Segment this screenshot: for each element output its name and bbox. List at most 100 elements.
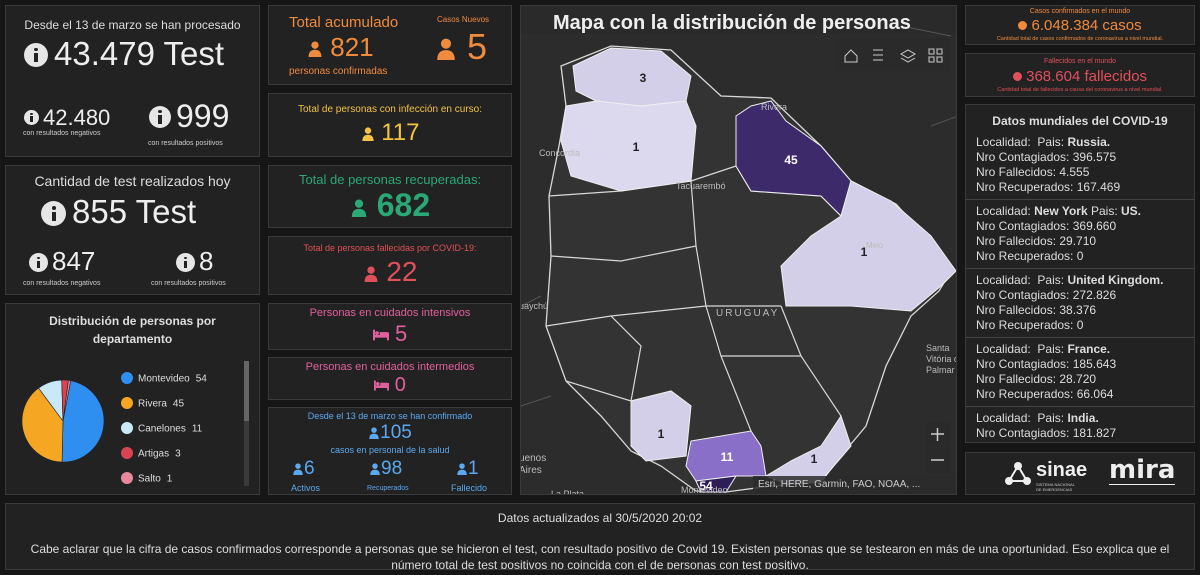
person-icon	[437, 39, 455, 61]
value: 272.826	[1072, 288, 1117, 302]
health-staff-value: 105	[269, 422, 511, 444]
person-icon	[457, 463, 467, 475]
place-name: La Plata	[551, 489, 584, 495]
map-title-bar	[521, 6, 956, 34]
info-icon	[24, 110, 39, 125]
person-icon	[351, 199, 367, 217]
label: Localidad:	[976, 135, 1031, 149]
positive-tests: 8	[199, 246, 214, 276]
person-icon	[308, 41, 322, 58]
legend-swatch	[121, 372, 133, 384]
staff-deceased: 1	[456, 458, 479, 480]
total-tests: 855 Test	[72, 193, 197, 230]
label: Nro Fallecidos:	[976, 165, 1057, 179]
department-canelones[interactable]	[685, 430, 767, 482]
legend-label: Salto	[138, 474, 161, 485]
active-panel: Total de personas con infección en curso…	[268, 93, 512, 157]
mira-logo: mira	[1109, 455, 1176, 485]
map-title: Mapa con la distribución de personas	[553, 12, 911, 34]
place-name: Concordia	[539, 148, 580, 158]
pie-slice[interactable]	[62, 380, 72, 422]
place-name: Vitória do	[926, 354, 957, 364]
home-button[interactable]	[844, 49, 858, 63]
qr-button[interactable]	[928, 48, 943, 63]
label: Recuperados	[367, 485, 409, 492]
heading: Total acumulado	[289, 14, 399, 31]
contagiados-line: Nro Contagiados: 396.575	[976, 150, 1184, 165]
department-count: 54	[699, 479, 713, 493]
positive-label: con resultados positivos	[151, 280, 226, 287]
value: 167.469	[1076, 180, 1121, 194]
value: 5	[394, 321, 408, 346]
country: US.	[1121, 204, 1142, 218]
value: 38.376	[1059, 303, 1097, 317]
negative-label: con resultados negativos	[23, 130, 101, 137]
department-salto[interactable]	[560, 100, 697, 192]
legend-button[interactable]	[873, 49, 883, 61]
department-count: 1	[861, 245, 868, 259]
shape	[440, 39, 452, 50]
world-list[interactable]: Localidad: Pais: Russia. Nro Contagiados:…	[966, 131, 1194, 442]
legend-swatch	[121, 447, 133, 459]
contagiados-line: Nro Contagiados: 369.660	[976, 219, 1184, 234]
intermediate-value: 0	[269, 374, 511, 397]
shape	[361, 134, 374, 141]
health-staff-panel: Desde el 13 de marzo se han confirmado 1…	[268, 407, 512, 495]
department-count: 11	[721, 450, 734, 464]
label: Nro Recuperados:	[976, 387, 1074, 401]
shape	[437, 50, 455, 61]
heading: Total de personas fallecidas por COVID-1…	[303, 243, 477, 253]
value: 105	[380, 422, 412, 443]
recuperados-line: Nro Recuperados: 167.469	[976, 180, 1184, 195]
department-cerro-largo[interactable]	[780, 180, 956, 312]
pie-slice[interactable]	[61, 380, 105, 463]
scrollbar-thumb[interactable]	[244, 361, 249, 421]
shape	[374, 331, 379, 336]
department-count: 45	[784, 153, 798, 167]
label: Nro Recuperados:	[976, 318, 1074, 332]
legend-swatch	[121, 472, 133, 484]
value: 6	[304, 458, 315, 479]
contagiados-line: Nro Contagiados: 185.643	[976, 357, 1184, 372]
value: 1	[468, 458, 479, 479]
place-name: Palmar	[926, 365, 955, 375]
legend-label: Artigas	[138, 449, 169, 460]
negative-label: con resultados negativos	[23, 280, 101, 287]
zoom-in-icon	[931, 428, 944, 441]
map-panel: 3 1 45 1 1 11 54 1 Rivera Concordia Tacuarembó Melo…	[520, 5, 957, 495]
positive-tests: 999	[176, 98, 230, 134]
world-deaths-panel: Fallecidos en el mundo 368.604 fallecido…	[965, 53, 1195, 97]
intensive-value: 5	[269, 321, 511, 347]
legend-swatch	[121, 397, 133, 409]
label: Fallecido	[451, 483, 488, 493]
label: Nro Contagiados:	[976, 150, 1070, 164]
shape	[295, 463, 301, 469]
shape	[387, 383, 390, 391]
value: 28.720	[1059, 372, 1097, 386]
world-list-panel: Datos mundiales del COVID-19 Localidad: …	[965, 104, 1195, 443]
bed-icon	[374, 380, 390, 391]
caption: Cantidad total de casos confirmados de c…	[996, 36, 1164, 42]
place-name: Tacuarembó	[676, 181, 726, 191]
negative-tests: 847	[52, 246, 96, 276]
cumulative-value: 821	[307, 32, 374, 63]
country: United Kingdom.	[1067, 273, 1164, 287]
department-colonia[interactable]	[630, 390, 692, 462]
legend-value: 11	[192, 424, 203, 435]
locality: New York	[1034, 204, 1088, 218]
pie-slice[interactable]	[21, 387, 64, 463]
department-montevideo[interactable]	[695, 475, 737, 493]
value: 98	[381, 458, 403, 479]
contagiados-line: Nro Contagiados: 272.826	[976, 288, 1184, 303]
label: Pais:	[1037, 135, 1065, 149]
label: Nro Recuperados:	[976, 249, 1074, 263]
location-line: Localidad: Pais: Russia.	[976, 135, 1184, 150]
person-icon	[370, 463, 380, 475]
label: Nro Contagiados:	[976, 357, 1070, 371]
place-name: Aires	[521, 465, 542, 476]
shape	[293, 469, 303, 475]
layers-button[interactable]	[899, 49, 917, 63]
value: 4.555	[1059, 165, 1090, 179]
map[interactable]: 31451111541RiveraConcordiaTacuarembóMelo…	[521, 6, 957, 495]
